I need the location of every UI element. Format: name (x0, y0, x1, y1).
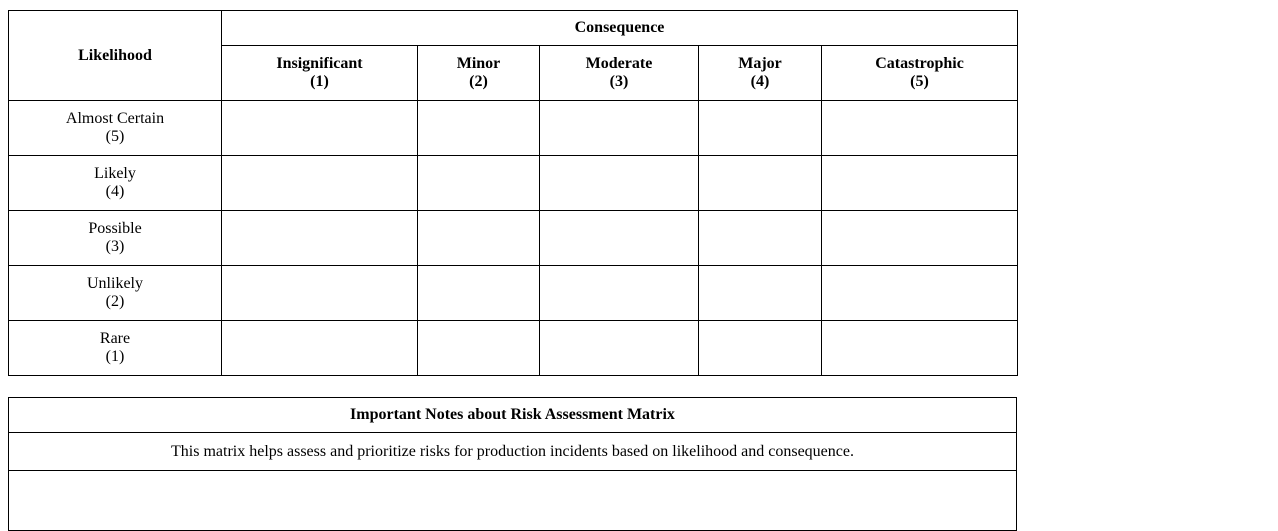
matrix-cell (698, 210, 822, 266)
matrix-cell (221, 155, 418, 211)
row-header-label: Rare (99, 330, 131, 347)
row-header-label: Almost Certain (65, 110, 165, 127)
row-header-label: Unlikely (87, 275, 143, 292)
matrix-cell (417, 265, 540, 321)
matrix-cell (221, 265, 418, 321)
column-header-major: Major (4) (698, 45, 822, 101)
column-header-minor: Minor (2) (417, 45, 540, 101)
row-header-rare: Rare (1) (8, 320, 222, 376)
matrix-cell (698, 100, 822, 156)
matrix-cell (820, 155, 1019, 211)
matrix-row-almost-certain: Almost Certain (5) (8, 100, 1019, 156)
row-header-value: (4) (105, 183, 125, 200)
row-header-value: (3) (105, 238, 125, 255)
notes-title: Important Notes about Risk Assessment Ma… (8, 397, 1017, 433)
matrix-cell (417, 155, 540, 211)
column-header-moderate: Moderate (3) (539, 45, 699, 101)
column-header-label: Catastrophic (875, 55, 964, 72)
matrix-cell (698, 265, 822, 321)
matrix-cell (539, 265, 699, 321)
column-header-label: Minor (456, 55, 501, 72)
matrix-cell (539, 320, 699, 376)
notes-body-row: This matrix helps assess and prioritize … (8, 432, 1017, 471)
matrix-cell (221, 210, 418, 266)
consequence-group-header: Consequence (220, 10, 1019, 46)
matrix-row-possible: Possible (3) (8, 210, 1019, 266)
row-header-value: (1) (105, 348, 125, 365)
matrix-cell (539, 155, 699, 211)
row-header-value: (5) (105, 128, 125, 145)
column-header-insignificant: Insignificant (1) (221, 45, 418, 101)
matrix-cell (820, 100, 1019, 156)
matrix-cell (417, 320, 540, 376)
matrix-cell (221, 100, 418, 156)
row-header-almost-certain: Almost Certain (5) (8, 100, 222, 156)
column-header-value: (1) (310, 73, 329, 90)
matrix-cell (417, 210, 540, 266)
row-header-possible: Possible (3) (8, 210, 222, 266)
notes-body-text: This matrix helps assess and prioritize … (8, 432, 1017, 471)
row-header-unlikely: Unlikely (2) (8, 265, 222, 321)
row-header-label: Possible (88, 220, 142, 237)
matrix-cell (698, 320, 822, 376)
matrix-row-unlikely: Unlikely (2) (8, 265, 1019, 321)
row-header-value: (2) (105, 293, 125, 310)
column-header-value: (3) (609, 73, 629, 90)
matrix-cell (221, 320, 418, 376)
matrix-cell (820, 320, 1019, 376)
matrix-cell (539, 210, 699, 266)
column-header-label: Major (738, 55, 782, 72)
matrix-cell (417, 100, 540, 156)
column-header-value: (4) (750, 73, 770, 90)
matrix-cell (820, 265, 1019, 321)
matrix-header-group-row: Likelihood Consequence (8, 10, 1019, 101)
risk-matrix-table: Likelihood Consequence Insignificant (1)… (8, 10, 1019, 376)
matrix-cell (698, 155, 822, 211)
column-header-catastrophic: Catastrophic (5) (820, 45, 1019, 101)
column-header-value: (5) (910, 73, 929, 90)
matrix-row-likely: Likely (4) (8, 155, 1019, 211)
matrix-row-rare: Rare (1) (8, 320, 1019, 376)
likelihood-corner-header: Likelihood (8, 10, 222, 101)
row-header-label: Likely (94, 165, 136, 182)
column-header-value: (2) (469, 73, 488, 90)
matrix-cell (820, 210, 1019, 266)
row-header-likely: Likely (4) (8, 155, 222, 211)
notes-title-row: Important Notes about Risk Assessment Ma… (8, 397, 1017, 433)
important-notes-table: Important Notes about Risk Assessment Ma… (8, 397, 1017, 531)
column-header-label: Moderate (585, 55, 653, 72)
matrix-cell (539, 100, 699, 156)
column-header-label: Insignificant (276, 55, 363, 72)
matrix-column-header-row: Insignificant (1) Minor (2) Moderate (3)… (9, 45, 1019, 101)
